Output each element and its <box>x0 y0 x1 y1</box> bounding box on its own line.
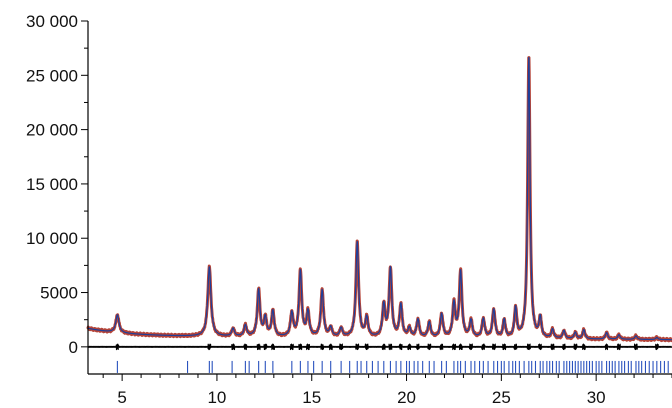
difference-series-line <box>87 343 672 351</box>
reflection-layer <box>116 360 669 373</box>
x-tick-label: 30 <box>587 388 606 407</box>
x-tick-label: 15 <box>302 388 321 407</box>
y-tick-label: 20 000 <box>26 121 78 140</box>
y-tick-label: 30 000 <box>26 12 78 31</box>
y-tick-label: 15 000 <box>26 175 78 194</box>
observed-series-line <box>86 56 672 343</box>
x-tick-label: 25 <box>492 388 511 407</box>
calculated-series-line <box>87 57 672 341</box>
x-tick-label: 5 <box>117 388 126 407</box>
axis-layer: 0 5000 10 000 15 000 20 000 25 000 30 000 5 10 15… <box>26 12 672 407</box>
series-layer <box>86 56 672 343</box>
y-tick-label: 0 <box>69 338 78 357</box>
y-tick-label: 5000 <box>40 284 78 303</box>
x-tick-label: 20 <box>397 388 416 407</box>
y-tick-label: 25 000 <box>26 66 78 85</box>
difference-layer <box>87 343 672 351</box>
x-tick-label: 10 <box>207 388 226 407</box>
y-tick-label: 10 000 <box>26 229 78 248</box>
